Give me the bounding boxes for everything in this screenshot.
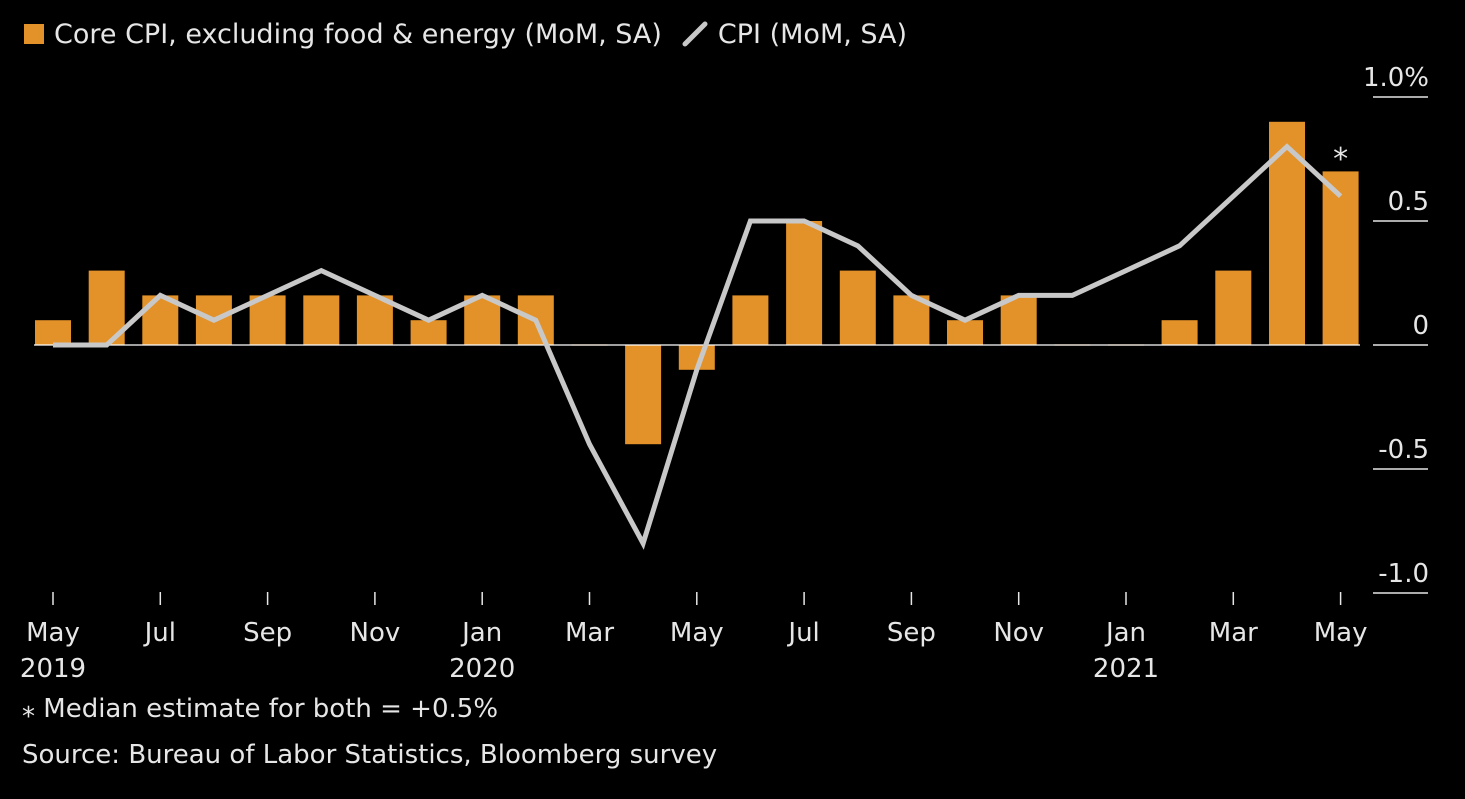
core-cpi-bar-2019-10 [303,295,340,345]
core-cpi-bar-2021-05 [1322,171,1359,345]
source-note: Source: Bureau of Labor Statistics, Bloo… [22,740,718,770]
x-tick-label: Sep [243,618,292,648]
y-tick-label: 1.0% [1363,63,1429,93]
core-cpi-bar-2021-02 [1161,320,1198,345]
x-tick-label: Jan [1104,618,1146,648]
x-year-label: 2019 [20,654,86,684]
core-cpi-bar-2020-06 [732,295,769,345]
core-cpi-bar-2020-10 [947,320,983,345]
y-tick-label: 0 [1412,311,1429,341]
x-tick-label: Nov [350,618,401,648]
core-cpi-bar-2019-05 [35,320,71,345]
legend-item-cpi: CPI (MoM, SA) [682,19,907,50]
x-tick-label: May [670,618,724,648]
y-tick-label: -1.0 [1378,559,1429,589]
x-tick-label: May [26,618,80,648]
footnote: ⁎ Median estimate for both = +0.5% [22,694,499,724]
x-tick-label: Mar [565,618,614,648]
y-tick-label: -0.5 [1378,435,1429,465]
legend-bar-swatch [24,24,44,44]
core-cpi-bar-2021-03 [1215,270,1252,345]
x-tick-label: Sep [887,618,936,648]
cpi-line [53,143,1343,550]
legend-line-swatch [682,21,708,47]
x-tick-label: Jan [460,618,502,648]
legend-label-cpi: CPI (MoM, SA) [717,18,908,50]
chart-legend: Core CPI, excluding food & energy (MoM, … [24,14,927,54]
x-tick-label: Mar [1209,618,1258,648]
core-cpi-bar-2020-08 [839,270,876,345]
legend-item-core-cpi: Core CPI, excluding food & energy (MoM, … [24,19,662,50]
x-tick-label: Jul [143,618,176,648]
x-year-label: 2021 [1093,654,1159,684]
x-tick-label: Nov [993,618,1044,648]
median-estimate-marker: ⁎ [1333,132,1348,167]
x-tick-label: May [1314,618,1368,648]
y-tick-label: 0.5 [1388,187,1429,217]
x-year-label: 2020 [449,654,515,684]
core-cpi-bar-2019-12 [410,320,447,345]
core-cpi-bar-2020-07 [786,221,823,345]
core-cpi-bar-2020-04 [625,345,662,445]
x-tick-label: Jul [786,618,819,648]
legend-label-core-cpi: Core CPI, excluding food & energy (MoM, … [54,18,662,50]
